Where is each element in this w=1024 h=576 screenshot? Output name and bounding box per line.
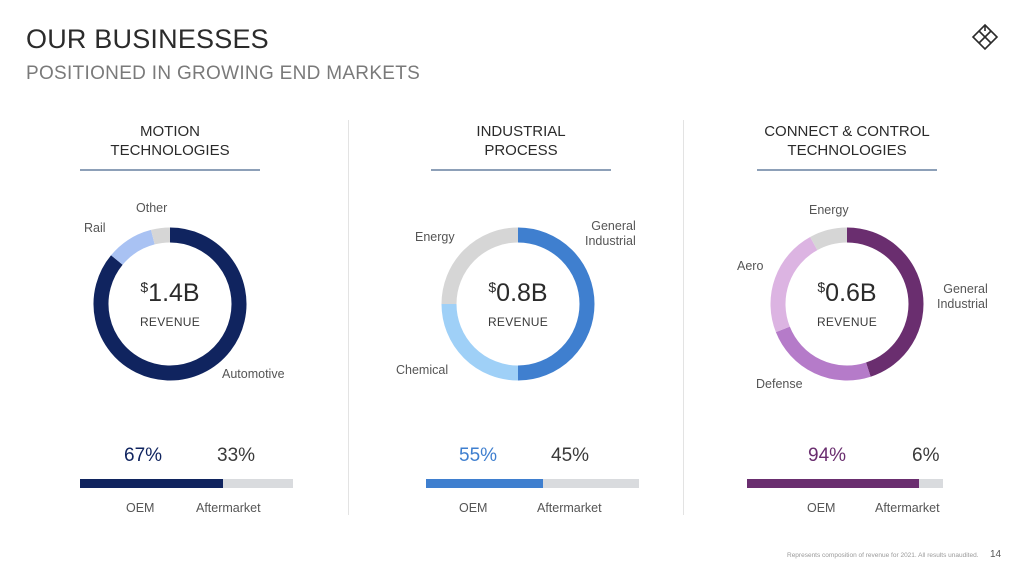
donut-segment-automotive <box>93 227 247 381</box>
revenue-label: REVENUE <box>816 315 878 329</box>
aftermarket-label: Aftermarket <box>537 501 602 515</box>
donut-segment-other <box>150 227 171 245</box>
footnote: Represents composition of revenue for 20… <box>787 552 979 559</box>
segment-label-defense: Defense <box>756 377 803 391</box>
panel-heading: MOTION TECHNOLOGIES <box>110 123 230 159</box>
aftermarket-bar-fill <box>543 479 639 488</box>
segment-label-energy: Energy <box>415 230 455 244</box>
aftermarket-label: Aftermarket <box>196 501 261 515</box>
revenue-donut: $0.8B REVENUE <box>438 224 598 384</box>
aftermarket-percent: 45% <box>551 445 590 466</box>
page-number: 14 <box>990 549 1002 560</box>
oem-bar-fill <box>747 479 920 488</box>
donut-segment-rail <box>111 229 155 266</box>
revenue-value: $0.6B <box>817 279 877 307</box>
panel-connect-control-technologies: CONNECT & CONTROL TECHNOLOGIES $0.6B REV… <box>697 118 997 538</box>
panel-heading: CONNECT & CONTROL TECHNOLOGIES <box>764 123 930 159</box>
segment-label-aero: Aero <box>737 259 764 273</box>
page-subtitle: POSITIONED IN GROWING END MARKETS <box>26 63 421 84</box>
company-logo-icon <box>971 23 999 51</box>
segment-label-energy: Energy <box>809 203 849 217</box>
aftermarket-bar-fill <box>919 479 943 488</box>
page-title: OUR BUSINESSES <box>26 24 269 54</box>
aftermarket-percent: 6% <box>912 445 940 466</box>
segment-label-chemical: Chemical <box>396 363 449 377</box>
panel-heading: INDUSTRIAL PROCESS <box>476 123 566 159</box>
revenue-label: REVENUE <box>139 315 201 329</box>
revenue-value: $0.8B <box>488 279 548 307</box>
panel-industrial-process: INDUSTRIAL PROCESS $0.8B REVENUE Energy … <box>371 118 671 538</box>
revenue-donut: $0.6B REVENUE <box>767 224 927 384</box>
aftermarket-bar-fill <box>222 479 293 488</box>
heading-underline <box>431 169 611 171</box>
oem-label: OEM <box>807 501 836 515</box>
aftermarket-percent: 33% <box>217 445 256 466</box>
oem-split-bar <box>747 479 943 488</box>
donut-segment-general-industrial <box>517 227 595 381</box>
revenue-label: REVENUE <box>487 315 549 329</box>
oem-bar-fill <box>426 479 544 488</box>
oem-percent: 94% <box>808 445 847 466</box>
segment-label-automotive: Automotive <box>222 367 285 381</box>
oem-bar-fill <box>80 479 223 488</box>
donut-svg <box>770 227 924 381</box>
column-divider <box>348 120 349 515</box>
donut-segment-energy <box>441 227 519 305</box>
oem-label: OEM <box>459 501 488 515</box>
oem-split-bar <box>426 479 639 488</box>
segment-label-rail: Rail <box>84 221 106 235</box>
oem-split-bar <box>80 479 293 488</box>
donut-svg <box>441 227 595 381</box>
heading-underline <box>757 169 937 171</box>
revenue-donut: $1.4B REVENUE <box>90 224 250 384</box>
revenue-value: $1.4B <box>140 279 200 307</box>
column-divider <box>683 120 684 515</box>
donut-segment-defense <box>775 326 871 381</box>
oem-percent: 55% <box>459 445 498 466</box>
oem-label: OEM <box>126 501 155 515</box>
panel-motion-technologies: MOTION TECHNOLOGIES $1.4B REVENUE Other … <box>20 118 320 538</box>
segment-label-general-industrial: General Industrial <box>937 282 988 311</box>
segment-label-general-industrial: General Industrial <box>585 219 636 248</box>
donut-segment-chemical <box>441 303 519 381</box>
oem-percent: 67% <box>124 445 163 466</box>
segment-label-other: Other <box>136 201 168 215</box>
donut-segment-general-industrial <box>846 227 924 377</box>
donut-segment-aero <box>770 236 818 333</box>
aftermarket-label: Aftermarket <box>875 501 940 515</box>
donut-svg <box>93 227 247 381</box>
donut-segment-energy <box>810 227 848 251</box>
heading-underline <box>80 169 260 171</box>
